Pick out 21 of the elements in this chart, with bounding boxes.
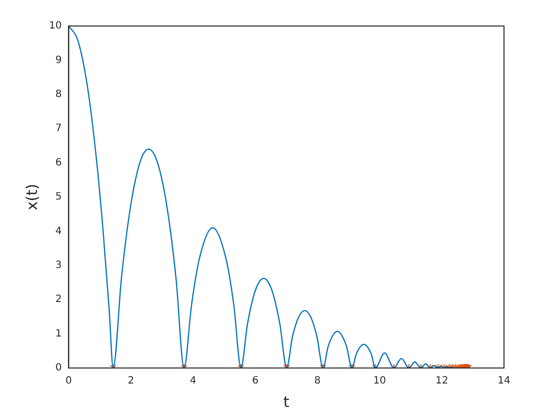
x-tick-label: 8 [314, 376, 321, 387]
y-tick-label: 10 [48, 20, 62, 32]
x-tick-label: 14 [498, 376, 510, 387]
y-tick-label: 2 [55, 294, 62, 306]
y-tick-label: 9 [55, 54, 62, 66]
y-tick-label: 1 [55, 328, 62, 340]
y-axis-title: x(t) [22, 184, 41, 210]
x-tick-label: 4 [190, 376, 196, 387]
x-axis-title: t [283, 392, 290, 411]
y-tick-label: 8 [55, 88, 62, 100]
y-tick-label: 6 [55, 157, 62, 168]
x-tick-label: 6 [252, 376, 258, 387]
x-tick-label: 0 [66, 376, 72, 387]
y-tick-label: 7 [55, 123, 62, 134]
y-tick-label: 5 [55, 192, 62, 203]
y-tick-label: 4 [55, 226, 62, 237]
y-tick-label: 0 [55, 362, 62, 374]
x-tick-label: 10 [373, 376, 386, 387]
x-tick-label: 2 [128, 376, 134, 387]
y-tick-label: 3 [55, 260, 62, 271]
x-tick-label: 12 [435, 376, 448, 387]
